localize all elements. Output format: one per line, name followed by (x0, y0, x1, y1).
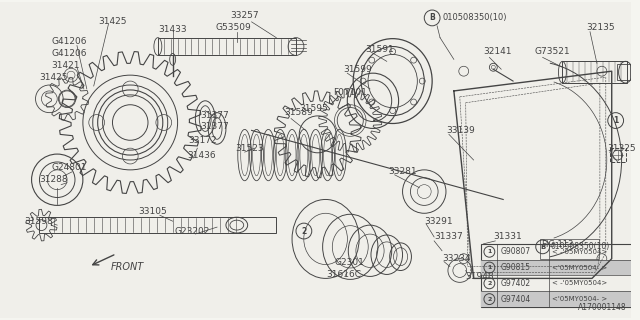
Bar (563, 61, 627, 83)
Text: 1: 1 (487, 265, 492, 270)
Text: B: B (540, 244, 545, 250)
Bar (617, 64, 630, 80)
Text: 2: 2 (301, 227, 307, 236)
Bar (540, 239, 599, 259)
Text: FRONT: FRONT (111, 261, 144, 272)
Text: 1: 1 (487, 249, 492, 254)
Text: 33291: 33291 (424, 217, 453, 226)
Text: G73521: G73521 (535, 47, 570, 56)
Text: G41206: G41206 (51, 49, 87, 58)
Text: G53509: G53509 (216, 23, 252, 32)
Bar (158, 38, 296, 55)
Text: G90807: G90807 (500, 247, 531, 256)
Text: 1: 1 (613, 116, 618, 125)
Text: 33257: 33257 (230, 12, 259, 20)
Text: G2301: G2301 (334, 258, 364, 267)
Text: 31598: 31598 (25, 217, 53, 226)
Text: G97402: G97402 (500, 279, 531, 288)
Text: FIG.113: FIG.113 (541, 240, 573, 249)
Text: 31331: 31331 (493, 232, 522, 242)
Text: G97404: G97404 (500, 295, 531, 304)
Bar (481, 260, 636, 276)
Text: G24801: G24801 (51, 164, 87, 172)
Text: 33139: 33139 (446, 126, 475, 135)
Text: 31377: 31377 (201, 122, 230, 131)
Text: 31436: 31436 (188, 151, 216, 160)
Text: < -'05MY0504>: < -'05MY0504> (552, 280, 607, 286)
Text: G90815: G90815 (500, 263, 530, 272)
Text: 31591: 31591 (365, 45, 394, 54)
Text: 2: 2 (487, 297, 492, 302)
Text: 31337: 31337 (434, 232, 463, 242)
Text: 31425: 31425 (40, 73, 68, 82)
Text: 33172: 33172 (188, 136, 216, 145)
Text: 32141: 32141 (483, 47, 512, 56)
Bar (481, 244, 636, 307)
Text: 33234: 33234 (442, 254, 470, 263)
Text: A170001148: A170001148 (578, 303, 627, 312)
Text: 31599: 31599 (343, 65, 372, 74)
Text: 31589: 31589 (284, 108, 313, 117)
Text: 31433: 31433 (158, 25, 187, 34)
Text: 31595: 31595 (300, 104, 328, 113)
Text: 31425: 31425 (98, 17, 127, 26)
Text: 31377: 31377 (201, 111, 230, 120)
Text: F07101: F07101 (333, 88, 367, 97)
Text: <'05MY0504- >: <'05MY0504- > (552, 265, 607, 270)
Text: <'05MY0504- >: <'05MY0504- > (552, 296, 607, 302)
Text: G41206: G41206 (51, 37, 87, 46)
Text: 010508350(10): 010508350(10) (442, 13, 506, 22)
Text: 31616C: 31616C (326, 270, 361, 279)
Bar (40, 217, 276, 233)
Text: 31288: 31288 (40, 175, 68, 184)
Text: 31421: 31421 (51, 61, 80, 70)
Text: 33105: 33105 (138, 207, 167, 216)
Text: G23202: G23202 (175, 227, 210, 236)
Bar (610, 148, 625, 162)
Text: 31325: 31325 (608, 144, 636, 153)
Text: 31523: 31523 (235, 144, 264, 153)
Text: < -'05MY0504>: < -'05MY0504> (552, 249, 607, 255)
Text: 31948: 31948 (466, 272, 494, 281)
Text: 32135: 32135 (586, 23, 614, 32)
Text: B: B (429, 13, 435, 22)
Text: 33281: 33281 (388, 167, 417, 176)
Text: 2: 2 (487, 281, 492, 286)
Text: 010508350(10): 010508350(10) (550, 242, 610, 251)
Bar (481, 291, 636, 307)
